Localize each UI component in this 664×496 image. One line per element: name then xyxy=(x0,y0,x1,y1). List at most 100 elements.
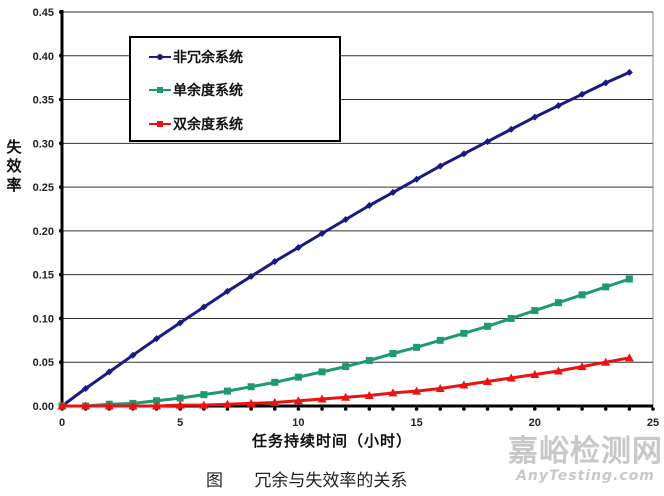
data-point xyxy=(624,353,634,362)
data-point xyxy=(365,356,373,364)
legend-label: 非冗余系统 xyxy=(173,50,243,66)
data-point xyxy=(389,188,397,196)
series-1 xyxy=(58,275,633,410)
y-axis-label-char: 失 xyxy=(6,138,22,156)
data-point xyxy=(200,303,208,311)
x-axis-ticks: 0 5 10 15 20 25 xyxy=(59,407,659,429)
data-point xyxy=(625,68,633,76)
y-tick-label: 0.05 xyxy=(33,357,54,369)
data-point xyxy=(104,401,114,410)
data-point xyxy=(271,378,279,386)
data-point xyxy=(365,201,373,209)
data-point xyxy=(507,125,515,133)
data-point xyxy=(578,291,586,299)
data-point xyxy=(153,335,161,343)
data-point xyxy=(436,336,444,344)
data-point xyxy=(530,369,540,378)
data-point xyxy=(413,343,421,351)
data-point xyxy=(460,329,468,337)
y-axis-label-char: 率 xyxy=(6,176,22,194)
watermark-cn: 嘉峪检测网 xyxy=(508,434,663,469)
legend-item-single-redundant: 单余度系统 xyxy=(149,79,243,101)
square-marker-icon xyxy=(149,85,171,95)
data-point xyxy=(175,400,185,409)
data-point xyxy=(247,383,255,391)
figure-caption: 图 冗余与失效率的关系 xyxy=(206,466,407,491)
data-point xyxy=(412,386,422,395)
data-point xyxy=(483,376,493,385)
data-point xyxy=(57,401,67,410)
data-point xyxy=(81,401,91,410)
legend-label: 单余度系统 xyxy=(173,83,243,99)
data-point xyxy=(176,319,184,327)
data-point xyxy=(200,391,208,399)
data-point xyxy=(199,400,209,409)
y-tick-label: 0.25 xyxy=(33,182,54,194)
data-point xyxy=(318,368,326,376)
data-series xyxy=(57,68,634,410)
y-tick-label: 0.40 xyxy=(33,51,54,63)
caption-text: 冗余与失效率的关系 xyxy=(254,471,408,491)
y-tick-label: 0.15 xyxy=(33,270,54,282)
y-axis-ticks: 0.00 0.05 0.10 0.15 0.20 0.25 0.30 0.35 0.40 0.45 xyxy=(33,7,63,413)
diamond-marker-icon xyxy=(149,52,171,62)
data-point xyxy=(293,396,303,405)
y-tick-label: 0.30 xyxy=(33,138,54,150)
data-point xyxy=(602,283,610,291)
data-point xyxy=(413,175,421,183)
data-point xyxy=(317,394,327,403)
data-point xyxy=(389,349,397,357)
x-tick-label: 15 xyxy=(410,417,422,429)
y-axis-label-char: 效 xyxy=(6,157,22,175)
data-point xyxy=(435,383,445,392)
data-point xyxy=(294,244,302,252)
data-point xyxy=(222,399,232,408)
chart-legend: 非冗余系统 单余度系统 双余度系统 xyxy=(129,36,341,142)
data-point xyxy=(484,138,492,146)
data-point xyxy=(460,150,468,158)
series-2 xyxy=(57,353,634,410)
data-point xyxy=(129,351,137,359)
data-point xyxy=(436,162,444,170)
data-point xyxy=(484,322,492,330)
data-point xyxy=(318,230,326,238)
data-point xyxy=(341,392,351,401)
data-point xyxy=(176,394,184,402)
data-point xyxy=(601,357,611,366)
legend-item-non-redundant: 非冗余系统 xyxy=(149,46,243,68)
y-tick-label: 0.00 xyxy=(33,401,54,413)
legend-label: 双余度系统 xyxy=(173,117,243,133)
data-point xyxy=(247,272,255,280)
y-axis-label: 失 效 率 xyxy=(6,138,22,195)
data-point xyxy=(625,275,633,283)
data-point xyxy=(82,384,90,392)
data-point xyxy=(152,401,162,410)
data-point xyxy=(531,113,539,121)
data-point xyxy=(223,387,231,395)
y-tick-label: 0.35 xyxy=(33,95,54,107)
series-0 xyxy=(58,68,633,410)
x-tick-label: 20 xyxy=(529,417,541,429)
x-tick-label: 5 xyxy=(177,417,183,429)
data-point xyxy=(342,363,350,371)
data-point xyxy=(246,398,256,407)
x-axis-label: 任务持续时间（小时） xyxy=(252,432,413,450)
y-tick-label: 0.20 xyxy=(33,226,54,238)
data-point xyxy=(506,373,516,382)
data-point xyxy=(153,397,161,405)
y-tick-label: 0.45 xyxy=(33,7,54,19)
data-point xyxy=(364,390,374,399)
data-point xyxy=(554,102,562,110)
data-point xyxy=(128,401,138,410)
x-tick-label: 10 xyxy=(292,417,304,429)
watermark: 嘉峪检测网 AnyTesting.com xyxy=(508,434,663,485)
data-point xyxy=(531,307,539,315)
x-tick-label: 0 xyxy=(59,417,65,429)
data-point xyxy=(271,258,279,266)
caption-prefix: 图 xyxy=(206,471,223,491)
data-point xyxy=(553,366,563,375)
data-point xyxy=(578,90,586,98)
data-point xyxy=(507,314,515,322)
triangle-marker-icon xyxy=(149,119,171,129)
